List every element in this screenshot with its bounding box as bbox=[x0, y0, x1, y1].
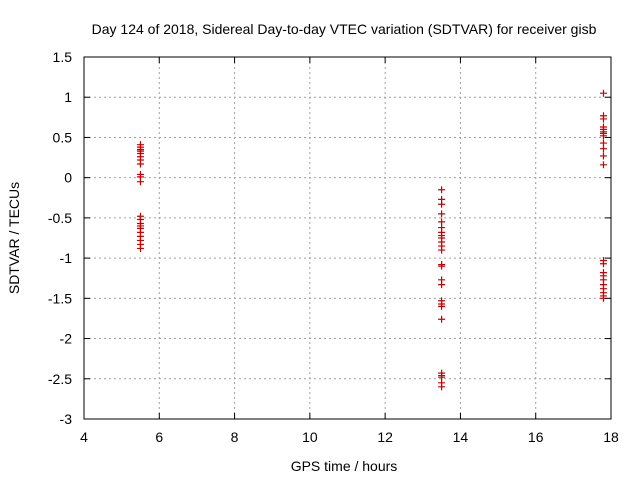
x-axis-label: GPS time / hours bbox=[291, 458, 398, 474]
data-point-plus bbox=[438, 246, 446, 254]
x-tick-label: 6 bbox=[155, 429, 163, 445]
data-point-plus bbox=[438, 210, 446, 218]
data-points bbox=[136, 89, 607, 391]
data-point-plus bbox=[438, 186, 446, 194]
y-tick-label: -3 bbox=[60, 411, 73, 427]
data-point-plus bbox=[599, 89, 607, 97]
y-tick-label: -1.5 bbox=[48, 290, 72, 306]
x-tick-label: 10 bbox=[302, 429, 318, 445]
y-tick-label: -0.5 bbox=[48, 210, 72, 226]
data-point-plus bbox=[438, 302, 446, 310]
data-point-plus bbox=[136, 244, 144, 252]
x-tick-label: 14 bbox=[453, 429, 469, 445]
y-tick-label: -1 bbox=[60, 250, 73, 266]
data-point-plus bbox=[438, 281, 446, 289]
data-point-plus bbox=[599, 115, 607, 123]
data-point-plus bbox=[136, 178, 144, 186]
y-tick-label: 0 bbox=[64, 170, 72, 186]
x-tick-label: 12 bbox=[377, 429, 393, 445]
data-point-plus bbox=[599, 152, 607, 160]
data-point-plus bbox=[599, 132, 607, 140]
y-tick-label: -2.5 bbox=[48, 371, 72, 387]
data-point-plus bbox=[438, 315, 446, 323]
y-axis-label: SDTVAR / TECUs bbox=[6, 182, 22, 294]
plot-frame bbox=[83, 56, 612, 420]
y-tick-label: 1 bbox=[64, 89, 72, 105]
chart-title: Day 124 of 2018, Sidereal Day-to-day VTE… bbox=[92, 21, 597, 37]
y-tick-label: 0.5 bbox=[53, 129, 73, 145]
x-tick-labels: 4 6 8 10 12 14 16 18 bbox=[80, 429, 619, 445]
x-tick-label: 16 bbox=[528, 429, 544, 445]
data-point-plus bbox=[438, 383, 446, 391]
data-point-plus bbox=[599, 260, 607, 268]
y-tick-label: -2 bbox=[60, 331, 73, 347]
x-tick-label: 4 bbox=[80, 429, 88, 445]
data-point-plus bbox=[599, 161, 607, 169]
data-point-plus bbox=[599, 145, 607, 153]
data-point-plus bbox=[136, 160, 144, 168]
y-tick-labels: -3 -2.5 -2 -1.5 -1 -0.5 0 0.5 1 1.5 bbox=[48, 49, 72, 427]
y-tick-label: 1.5 bbox=[53, 49, 73, 65]
x-tick-label: 8 bbox=[231, 429, 239, 445]
grid-lines bbox=[84, 57, 611, 419]
data-point-plus bbox=[438, 262, 446, 270]
data-point-plus bbox=[438, 200, 446, 208]
x-tick-label: 18 bbox=[603, 429, 619, 445]
axis-ticks bbox=[83, 56, 612, 420]
